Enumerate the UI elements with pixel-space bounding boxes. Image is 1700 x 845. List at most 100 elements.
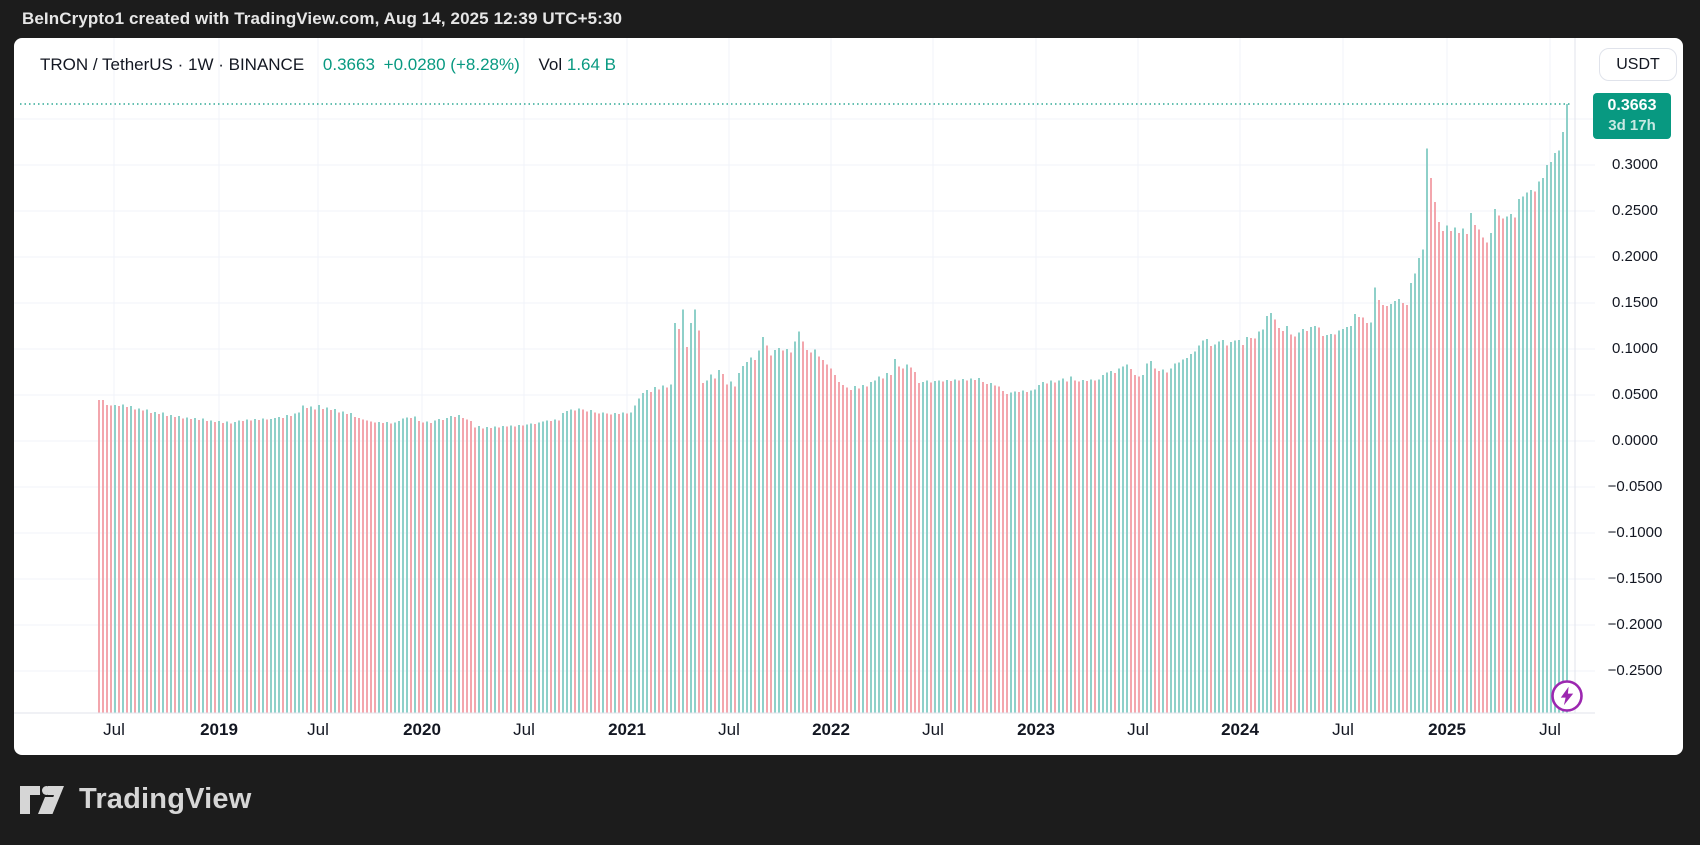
flash-icon[interactable] (1550, 679, 1584, 713)
price-column (534, 423, 536, 713)
price-column (1078, 381, 1080, 713)
price-column (1006, 394, 1008, 713)
price-column (798, 331, 800, 713)
price-column (1162, 369, 1164, 713)
volume-label: Vol (538, 55, 563, 74)
price-column (910, 367, 912, 713)
price-column (490, 427, 492, 713)
price-column (410, 418, 412, 713)
price-column (118, 406, 120, 713)
price-column (1558, 150, 1560, 713)
price-column (462, 417, 464, 713)
price-column (602, 412, 604, 713)
price-column (130, 406, 132, 713)
price-column (694, 309, 696, 713)
time-axis[interactable]: Jul 2019 Jul 2020 Jul 2021 Jul 2022 Jul 2023 Jul 20… (14, 718, 1683, 748)
price-column (1042, 382, 1044, 713)
price-column (710, 374, 712, 713)
price-column (146, 409, 148, 713)
price-chart[interactable] (14, 38, 1683, 755)
price-column (126, 406, 128, 713)
price-column (302, 405, 304, 713)
symbol-header[interactable]: TRON / TetherUS · 1W · BINANCE 0.3663 +0… (40, 55, 620, 75)
price-column (150, 412, 152, 713)
time-axis-month-label: Jul (1332, 720, 1354, 739)
price-column (618, 414, 620, 713)
price-axis-label: −0.1500 (1607, 570, 1663, 587)
price-change-value: +0.0280 (+8.28%) (383, 55, 520, 74)
price-column (938, 380, 940, 713)
price-column (262, 418, 264, 713)
price-column (778, 348, 780, 713)
price-column (1398, 298, 1400, 713)
price-column (1566, 104, 1568, 713)
price-column (566, 411, 568, 713)
price-column (926, 380, 928, 713)
price-column (538, 422, 540, 713)
tradingview-logo[interactable]: TradingView (18, 783, 252, 816)
price-column (1270, 313, 1272, 713)
price-column (378, 421, 380, 713)
price-column (726, 384, 728, 713)
price-column (1266, 315, 1268, 713)
price-column (1442, 231, 1444, 714)
price-column (242, 421, 244, 713)
price-column (858, 388, 860, 713)
price-column (1066, 381, 1068, 713)
price-column (1406, 304, 1408, 713)
price-column (634, 405, 636, 713)
time-axis-year-label: 2024 (1221, 720, 1259, 739)
price-column (306, 407, 308, 713)
price-column (750, 357, 752, 713)
price-column (690, 323, 692, 713)
price-column (106, 405, 108, 713)
price-column (222, 422, 224, 713)
price-column (866, 386, 868, 713)
price-column (766, 345, 768, 713)
symbol-title[interactable]: TRON / TetherUS · 1W · BINANCE (40, 55, 305, 74)
price-column (486, 427, 488, 713)
price-column (682, 309, 684, 713)
price-column (1022, 390, 1024, 713)
price-axis-label: 0.0000 (1612, 432, 1658, 449)
price-column (986, 384, 988, 713)
price-column (1402, 303, 1404, 713)
price-column (434, 420, 436, 713)
price-axis-label: −0.1000 (1607, 524, 1663, 541)
price-column (1482, 237, 1484, 713)
price-axis[interactable]: 0.3000 0.2500 0.2000 0.1500 0.1000 0.0500 0.00… (1593, 38, 1677, 713)
price-column (1506, 216, 1508, 713)
price-column (1118, 368, 1120, 713)
time-axis-year-label: 2023 (1017, 720, 1055, 739)
price-column (466, 419, 468, 713)
price-column (1126, 364, 1128, 713)
price-column (1470, 212, 1472, 713)
price-column (1534, 191, 1536, 713)
price-column (1286, 326, 1288, 713)
price-column (1422, 249, 1424, 713)
price-column (930, 382, 932, 713)
price-column (394, 422, 396, 713)
time-axis-month-label: Jul (103, 720, 125, 739)
price-column (678, 328, 680, 713)
price-column (374, 422, 376, 713)
price-column (1050, 380, 1052, 713)
price-column (246, 419, 248, 713)
price-column (626, 413, 628, 713)
price-column (578, 408, 580, 713)
currency-toggle-button[interactable]: USDT (1599, 48, 1677, 81)
price-column (1314, 326, 1316, 713)
price-column (390, 423, 392, 713)
price-column (1310, 326, 1312, 713)
price-column (1134, 374, 1136, 713)
price-column (166, 415, 168, 713)
price-column (1302, 328, 1304, 713)
price-axis-label: 0.3000 (1612, 156, 1658, 173)
price-column (1474, 224, 1476, 714)
price-column (1030, 390, 1032, 713)
price-column (718, 370, 720, 713)
price-column (1338, 330, 1340, 713)
price-column (182, 418, 184, 713)
price-column (546, 420, 548, 713)
price-column (1218, 341, 1220, 713)
